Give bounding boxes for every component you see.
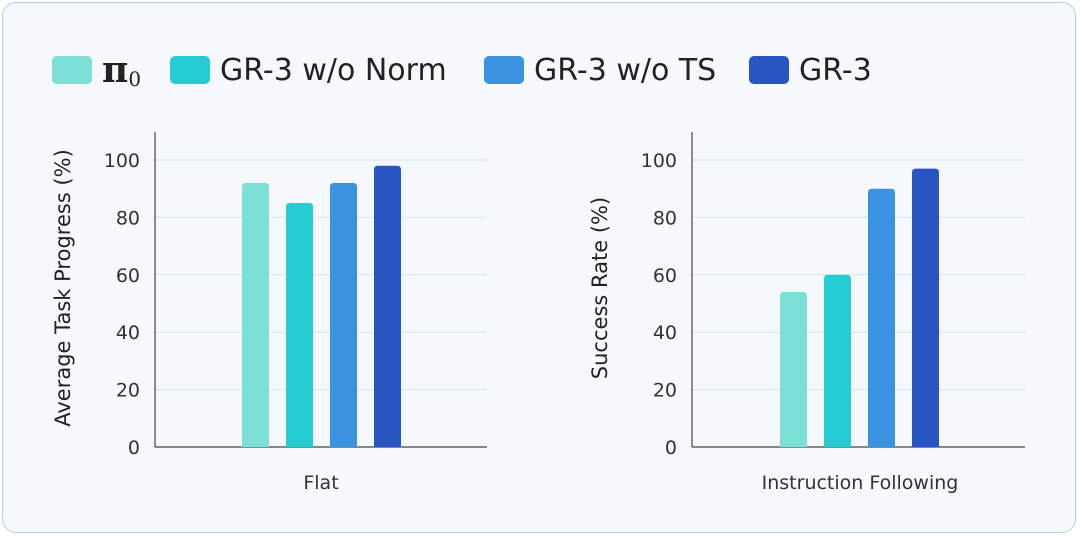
y-tick-label-100: 100 [104,150,140,172]
x-category-label: Instruction Following [762,472,959,494]
y-tick-label-0: 0 [128,437,140,459]
legend-label-pi0: π0 [102,49,142,91]
y-axis-title: Success Rate (%) [588,197,612,379]
legend-label-gr3: GR-3 [799,52,872,88]
legend-swatch-gr3-wo-ts [484,56,524,84]
legend-swatch-pi0 [52,56,92,84]
y-tick-label-80: 80 [116,207,140,229]
bar-pi0 [780,292,807,447]
y-tick-label-60: 60 [116,265,140,287]
legend-item-gr3-wo-norm: GR-3 w/o Norm [170,50,447,90]
bar-gr-3-w-o-norm [824,274,851,447]
y-tick-label-100: 100 [641,150,677,172]
y-tick-label-40: 40 [653,322,677,344]
chart-2: 0 20 40 60 80 100 Instruction Following Success… [588,132,1025,494]
legend-item-pi0: π0 [52,49,142,91]
bar-gr-3-w-o-norm [286,203,313,447]
legend-swatch-gr3 [749,56,789,84]
bar-gr-3-w-o-ts [330,182,357,447]
y-tick-label-80: 80 [653,207,677,229]
legend: π0 GR-3 w/o Norm GR-3 w/o TS GR-3 [52,49,1052,91]
x-category-label: Flat [303,472,338,494]
bar-gr-3-w-o-ts [868,188,895,447]
y-tick-label-20: 20 [116,380,140,402]
y-tick-label-20: 20 [653,380,677,402]
y-tick-label-0: 0 [665,437,677,459]
legend-item-gr3: GR-3 [749,50,872,90]
y-tick-label-60: 60 [653,265,677,287]
chart-1: 0 20 40 60 80 100 Flat Average Task Progress (%… [51,132,487,494]
bar-gr-3 [374,165,401,448]
legend-item-gr3-wo-ts: GR-3 w/o TS [484,50,716,90]
bar-pi0 [242,182,269,447]
bar-gr-3 [912,168,939,448]
y-tick-label-40: 40 [116,322,140,344]
y-axis-title: Average Task Progress (%) [51,149,75,427]
legend-swatch-gr3-wo-norm [170,56,210,84]
legend-label-gr3-wo-norm: GR-3 w/o Norm [220,52,447,88]
legend-label-gr3-wo-ts: GR-3 w/o TS [534,52,717,88]
